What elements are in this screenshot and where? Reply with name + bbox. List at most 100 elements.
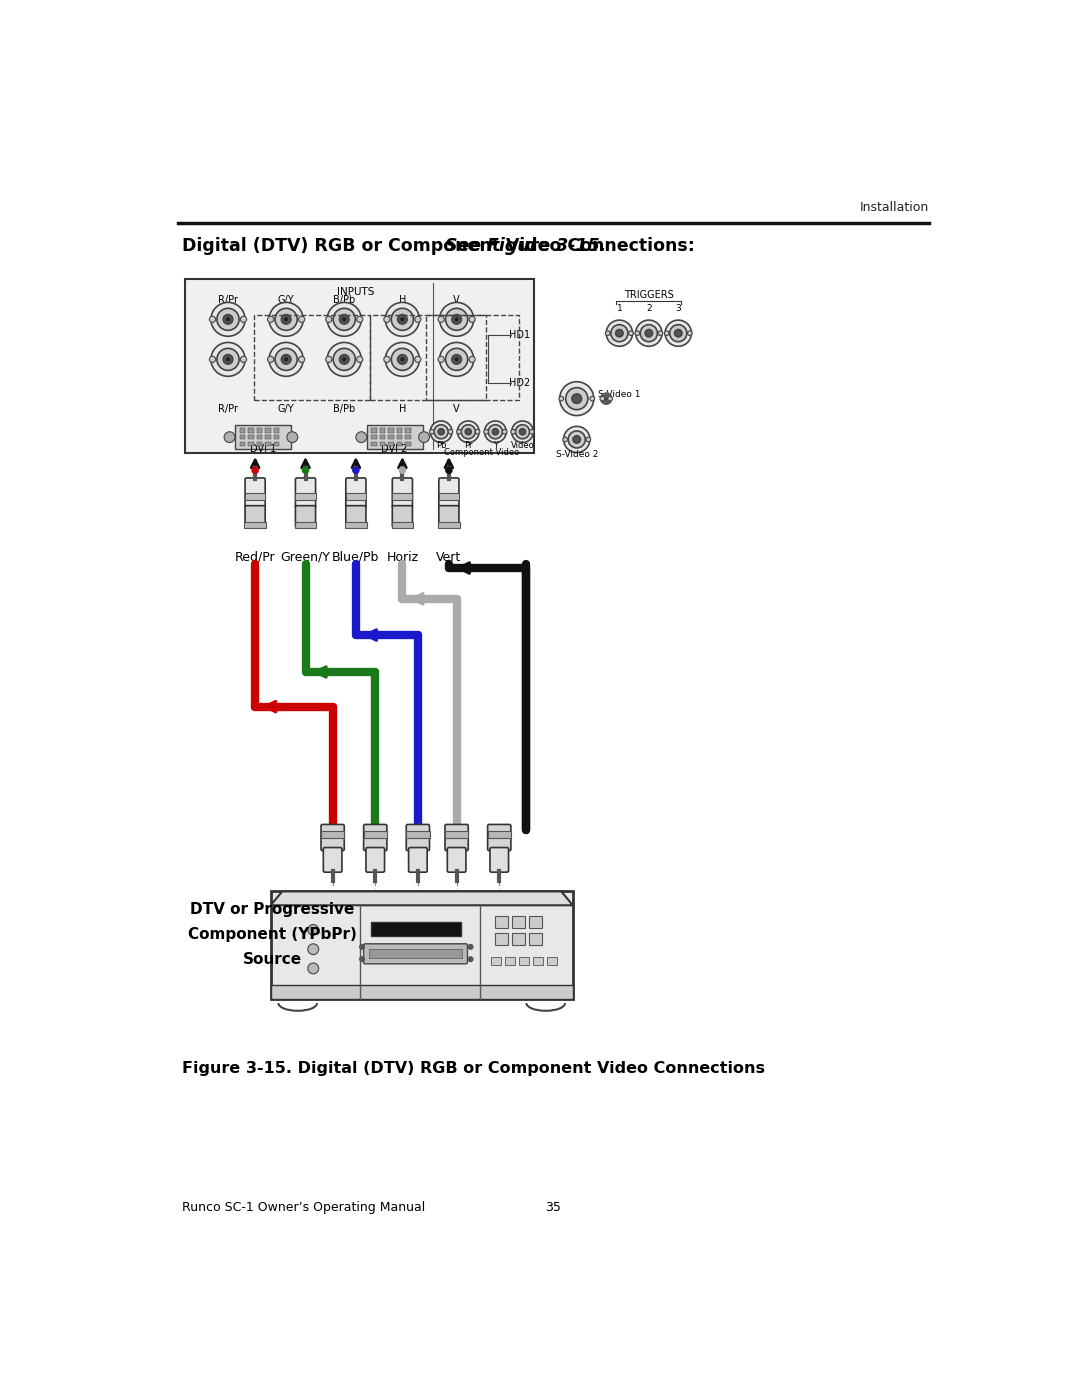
Text: S-Video 1: S-Video 1	[598, 390, 640, 400]
FancyBboxPatch shape	[445, 824, 469, 851]
Bar	[405, 434, 410, 440]
FancyBboxPatch shape	[488, 824, 511, 851]
Bar	[529, 916, 542, 929]
Bar	[367, 425, 422, 450]
Circle shape	[298, 316, 305, 323]
Bar	[389, 434, 394, 440]
Circle shape	[434, 425, 448, 439]
Polygon shape	[271, 891, 572, 905]
Bar	[244, 522, 266, 528]
FancyBboxPatch shape	[366, 848, 384, 872]
FancyBboxPatch shape	[438, 478, 459, 509]
Circle shape	[566, 387, 588, 409]
Bar	[438, 522, 460, 528]
Circle shape	[356, 356, 363, 362]
Text: Installation: Installation	[860, 201, 930, 214]
Circle shape	[563, 437, 567, 441]
Text: Vert: Vert	[436, 550, 461, 564]
Circle shape	[356, 316, 363, 323]
Circle shape	[308, 963, 319, 974]
Text: Digital (DTV) RGB or Component Video Connections:: Digital (DTV) RGB or Component Video Con…	[181, 237, 700, 256]
Text: G/Y: G/Y	[278, 295, 295, 305]
Bar	[266, 434, 271, 440]
Text: R/Pr: R/Pr	[218, 295, 238, 305]
Bar	[254, 316, 369, 400]
FancyBboxPatch shape	[321, 824, 345, 851]
Circle shape	[446, 467, 451, 474]
Circle shape	[559, 381, 594, 415]
Bar	[235, 425, 291, 450]
Circle shape	[327, 342, 362, 376]
FancyBboxPatch shape	[346, 478, 366, 509]
Circle shape	[360, 957, 364, 961]
Circle shape	[225, 432, 235, 443]
Text: Blue/Pb: Blue/Pb	[333, 550, 379, 564]
Circle shape	[383, 316, 390, 323]
Circle shape	[438, 429, 444, 434]
Circle shape	[401, 317, 404, 321]
Circle shape	[391, 348, 414, 370]
Circle shape	[629, 331, 633, 335]
Circle shape	[440, 342, 474, 376]
Circle shape	[529, 429, 535, 434]
Circle shape	[282, 314, 291, 324]
Text: INPUTS: INPUTS	[337, 288, 375, 298]
Bar	[380, 441, 386, 447]
Circle shape	[391, 309, 414, 330]
Circle shape	[333, 348, 355, 370]
Bar	[512, 916, 525, 929]
Bar	[512, 933, 525, 946]
Circle shape	[298, 356, 305, 362]
FancyBboxPatch shape	[245, 506, 266, 527]
Circle shape	[606, 320, 633, 346]
Circle shape	[326, 356, 332, 362]
Circle shape	[448, 429, 453, 434]
Circle shape	[386, 342, 419, 376]
Circle shape	[269, 342, 303, 376]
Text: Pr: Pr	[464, 441, 473, 450]
Circle shape	[446, 348, 468, 370]
Circle shape	[645, 330, 652, 337]
Text: Component Video: Component Video	[444, 448, 519, 457]
Circle shape	[282, 355, 291, 365]
FancyBboxPatch shape	[392, 506, 413, 527]
Circle shape	[512, 420, 534, 443]
Circle shape	[438, 316, 444, 323]
Text: Figure 3-15. Digital (DTV) RGB or Component Video Connections: Figure 3-15. Digital (DTV) RGB or Compon…	[181, 1062, 765, 1076]
Text: Pb: Pb	[436, 441, 446, 450]
Bar	[532, 957, 542, 965]
Circle shape	[227, 317, 230, 321]
Circle shape	[559, 397, 564, 401]
Text: Runco SC-1 Owner’s Operating Manual: Runco SC-1 Owner’s Operating Manual	[181, 1200, 424, 1214]
Circle shape	[356, 432, 367, 443]
FancyBboxPatch shape	[490, 848, 509, 872]
Circle shape	[224, 314, 233, 324]
Circle shape	[484, 429, 488, 434]
Circle shape	[430, 429, 434, 434]
Circle shape	[664, 331, 669, 335]
Circle shape	[451, 314, 461, 324]
Circle shape	[451, 355, 461, 365]
Circle shape	[241, 316, 246, 323]
Bar	[406, 831, 430, 838]
Bar	[321, 831, 345, 838]
Circle shape	[586, 437, 591, 441]
FancyBboxPatch shape	[364, 944, 468, 964]
Circle shape	[688, 331, 692, 335]
Circle shape	[511, 429, 515, 434]
Circle shape	[308, 944, 319, 954]
Circle shape	[485, 420, 507, 443]
Bar	[295, 522, 316, 528]
Circle shape	[339, 314, 349, 324]
Circle shape	[415, 316, 421, 323]
Circle shape	[488, 425, 502, 439]
Text: H: H	[399, 404, 406, 414]
Circle shape	[360, 944, 364, 949]
Text: 1: 1	[617, 305, 622, 313]
FancyBboxPatch shape	[408, 848, 428, 872]
FancyBboxPatch shape	[392, 478, 413, 509]
Circle shape	[327, 302, 362, 337]
Circle shape	[284, 358, 288, 360]
Circle shape	[635, 331, 639, 335]
Circle shape	[670, 324, 687, 342]
